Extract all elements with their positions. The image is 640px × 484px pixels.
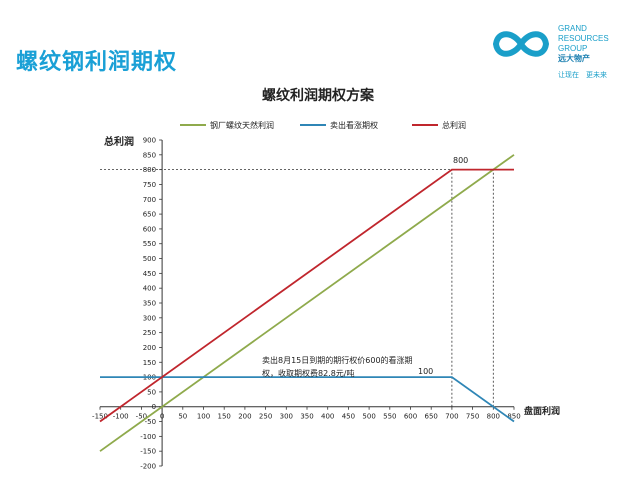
y-tick-label: 800	[143, 166, 156, 174]
y-tick-label: -100	[140, 433, 156, 441]
chart-svg: 螺纹利润期权方案 钢厂螺纹天然利润 卖出看涨期权 总利润 总利润 盘面利润 -150…	[92, 87, 560, 471]
series-line	[100, 376, 515, 423]
y-tick-label: 0	[152, 403, 156, 411]
x-tick-label: 250	[259, 413, 272, 421]
x-tick-label: 700	[445, 413, 458, 421]
x-tick-label: -100	[113, 413, 129, 421]
x-tick-label: 150	[218, 413, 231, 421]
chart-title: 螺纹利润期权方案	[262, 87, 375, 104]
y-tick-label: 900	[143, 137, 156, 145]
logo-infinity-icon	[492, 31, 550, 57]
series-line	[99, 154, 515, 452]
logo-text-line: GROUP	[558, 44, 588, 53]
chart-axes: -150 -100 -50 0 50 100 150 200 250 300 350 400 450 50…	[92, 137, 521, 471]
y-axis-label: 总利润	[104, 135, 134, 148]
y-tick-label: 750	[143, 181, 156, 189]
annotation-note: 权，收取期权费82.8元/吨	[262, 368, 355, 378]
x-tick-label: 300	[280, 413, 293, 421]
y-tick-label: -50	[145, 418, 156, 426]
annotation-100: 100	[418, 367, 433, 376]
x-tick-label: 450	[342, 413, 355, 421]
y-tick-label: 200	[143, 344, 156, 352]
x-tick-label: 600	[404, 413, 417, 421]
chart-container: 螺纹利润期权方案 钢厂螺纹天然利润 卖出看涨期权 总利润 总利润 盘面利润 -150…	[0, 70, 640, 484]
chart-series	[99, 154, 515, 452]
y-tick-label: 450	[143, 270, 156, 278]
x-tick-label: 750	[466, 413, 479, 421]
x-tick-label: 850	[507, 413, 520, 421]
series-line	[99, 168, 514, 423]
y-tick-label: 500	[143, 255, 156, 263]
x-tick-label: 800	[487, 413, 500, 421]
annotation-note: 卖出8月15日到期的期行权价600的看涨期	[262, 355, 413, 365]
x-tick-label: 400	[321, 413, 334, 421]
logo-text-line: GRAND	[558, 24, 587, 33]
chart-legend: 钢厂螺纹天然利润 卖出看涨期权 总利润	[180, 120, 466, 130]
reference-lines	[100, 169, 494, 407]
y-tick-label: -200	[140, 463, 156, 471]
logo-text-line: RESOURCES	[558, 34, 609, 43]
y-tick-label: 700	[143, 196, 156, 204]
page-title: 螺纹钢利润期权	[16, 50, 178, 75]
y-tick-label: 600	[143, 225, 156, 233]
x-tick-label: -150	[92, 413, 108, 421]
y-tick-label: -150	[140, 448, 156, 456]
y-tick-label: 50	[147, 388, 156, 396]
y-tick-label: 300	[143, 314, 156, 322]
x-axis-label: 盘面利润	[524, 405, 560, 417]
y-tick-label: 650	[143, 211, 156, 219]
x-tick-label: 550	[383, 413, 396, 421]
x-tick-label: 0	[160, 413, 164, 421]
y-tick-label: 150	[143, 359, 156, 367]
y-tick-label: 550	[143, 240, 156, 248]
y-tick-label: 850	[143, 151, 156, 159]
x-tick-label: 200	[238, 413, 251, 421]
legend-label: 卖出看涨期权	[330, 120, 378, 130]
annotation-800: 800	[453, 156, 468, 165]
company-logo: GRAND RESOURCES GROUP 远大物产 让现在 更未来	[488, 20, 638, 90]
logo-chinese-name: 远大物产	[558, 54, 590, 63]
x-tick-label: 500	[362, 413, 375, 421]
x-tick-label: 50	[178, 413, 187, 421]
x-tick-label: -50	[136, 413, 147, 421]
y-tick-label: 250	[143, 329, 156, 337]
legend-label: 钢厂螺纹天然利润	[210, 120, 274, 130]
y-tick-label: 400	[143, 285, 156, 293]
y-tick-label: 350	[143, 300, 156, 308]
x-tick-label: 350	[300, 413, 313, 421]
x-tick-label: 650	[425, 413, 438, 421]
x-tick-label: 100	[197, 413, 210, 421]
logo-slogan: 让现在 更未来	[558, 71, 607, 79]
legend-label: 总利润	[442, 120, 466, 130]
